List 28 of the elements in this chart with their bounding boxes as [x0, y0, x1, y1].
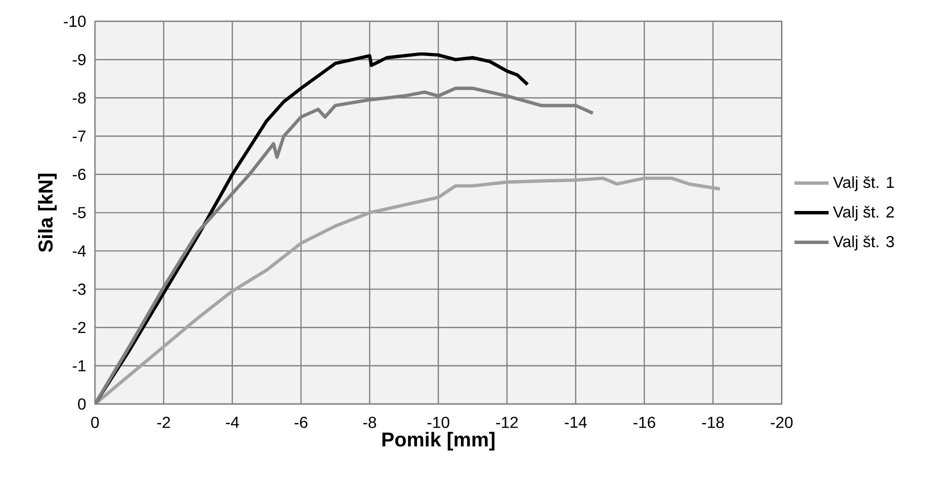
- x-tick-label: -8: [363, 416, 376, 428]
- legend-label: Valj št. 2: [833, 206, 894, 221]
- y-tick-label: -9: [72, 54, 86, 66]
- x-tick-label: 0: [91, 416, 99, 428]
- x-tick-label: -4: [226, 416, 239, 428]
- y-tick-label: 0: [78, 398, 86, 410]
- y-tick-label: -10: [64, 16, 86, 27]
- x-tick-label: -12: [496, 416, 518, 428]
- x-tick-label: -6: [294, 416, 308, 428]
- y-tick-label: -2: [72, 322, 86, 334]
- y-tick-label: -7: [72, 130, 86, 142]
- line-series: [94, 176, 722, 404]
- x-tick-label: -2: [157, 416, 170, 428]
- x-tick-label: -14: [564, 416, 587, 428]
- legend-label: Valj št. 3: [833, 235, 894, 250]
- x-axis-title: Pomik [mm]: [382, 432, 494, 450]
- x-tick-label: -18: [702, 416, 724, 428]
- x-tick-label: -16: [633, 416, 656, 428]
- y-tick-label: -6: [72, 168, 86, 180]
- y-tick-label: -4: [72, 245, 86, 256]
- y-axis-title: Sila [kN]: [38, 174, 57, 252]
- legend-label: Valj št. 1: [833, 176, 894, 192]
- x-tick-label: -20: [770, 416, 793, 428]
- y-tick-label: -3: [72, 284, 86, 295]
- x-tick-label: -10: [427, 416, 450, 428]
- y-tick-label: -8: [72, 92, 86, 104]
- y-tick-label: -1: [72, 360, 86, 372]
- y-tick-label: -5: [72, 207, 86, 218]
